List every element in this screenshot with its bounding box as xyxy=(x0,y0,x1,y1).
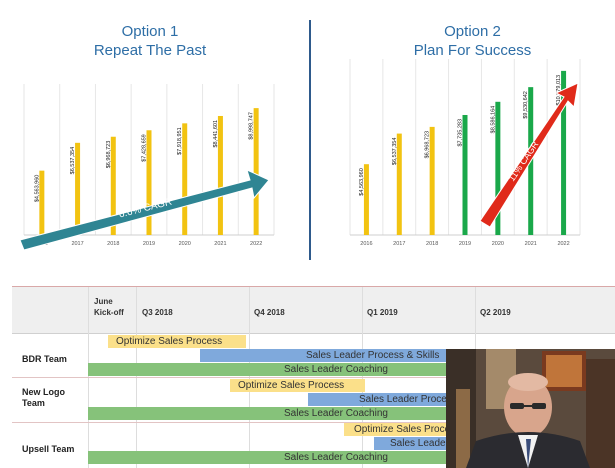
tick-label-2020: 2020 xyxy=(179,241,191,247)
team-label-new-logo: New Logo Team xyxy=(22,387,65,408)
option2-chart: $4,563,960 2016 $6,537,354 2017 $6,968,723 20… xyxy=(349,59,581,247)
bar-2016 xyxy=(363,164,369,235)
value-label-2016: $4,563,960 xyxy=(34,175,40,203)
header-q1-2019: Q1 2019 xyxy=(367,308,398,317)
task-optimize-sales-process: Optimize Sales Process xyxy=(344,423,474,436)
header-q3-2018: Q3 2018 xyxy=(142,308,173,317)
tick-label-2021: 2021 xyxy=(525,241,537,247)
value-label-2020: $8,586,164 xyxy=(490,106,496,134)
option1-title-line2: Repeat The Past xyxy=(93,42,207,59)
bar-2020 xyxy=(182,123,188,235)
cagr-label: 11% CAGR xyxy=(507,139,541,183)
bar-2019 xyxy=(146,130,152,235)
roadmap-header xyxy=(12,287,615,334)
bar-2019 xyxy=(462,114,468,235)
value-label-2022: $10,579,013 xyxy=(556,75,562,106)
bar-2017 xyxy=(75,142,81,235)
value-label-2020: $7,918,951 xyxy=(177,127,183,155)
section-divider xyxy=(309,20,311,260)
tick-label-2016: 2016 xyxy=(360,241,372,247)
task-optimize-sales-process: Optimize Sales Process xyxy=(230,379,365,392)
option2-title-line1: Option 2 xyxy=(444,23,501,40)
team-label-bdr: BDR Team xyxy=(22,354,67,364)
task-optimize-sales-process: Optimize Sales Process xyxy=(108,335,246,348)
tick-label-2017: 2017 xyxy=(71,241,83,247)
growth-arrow xyxy=(19,169,270,251)
tick-label-2018: 2018 xyxy=(426,241,438,247)
row-divider xyxy=(12,422,615,423)
bar-2016 xyxy=(39,170,45,235)
tick-label-2018: 2018 xyxy=(107,241,119,247)
tick-label-2021: 2021 xyxy=(214,241,226,247)
row-divider xyxy=(12,377,615,378)
bar-2018 xyxy=(429,126,435,235)
option1-title-line1: Option 1 xyxy=(121,23,179,40)
tick-label-2019: 2019 xyxy=(459,241,471,247)
value-label-2018: $6,968,723 xyxy=(106,141,112,169)
bar-2021 xyxy=(217,115,223,235)
header-q4-2018: Q4 2018 xyxy=(254,308,285,317)
bar-2020 xyxy=(495,101,501,235)
value-label-2021: $8,441,601 xyxy=(213,120,219,148)
option1-chart: $4,563,9602016$6,537,3542017$6,968,72320… xyxy=(19,84,275,251)
presenter-webcam xyxy=(446,349,615,468)
tick-label-2022: 2022 xyxy=(250,241,262,247)
value-label-2021: $9,530,642 xyxy=(523,91,529,119)
option1-title: Option 1 Repeat The Past xyxy=(40,22,260,60)
option2-title: Option 2 Plan For Success xyxy=(360,22,585,60)
bar-2017 xyxy=(396,133,402,235)
header-june-kickoff: June Kick-off xyxy=(94,297,124,317)
value-label-2019: $7,735,283 xyxy=(458,119,464,147)
value-label-2022: $8,998,747 xyxy=(249,112,255,140)
bar-2022 xyxy=(561,70,567,236)
option2-title-line2: Plan For Success xyxy=(413,42,532,59)
presenter-image xyxy=(446,349,615,468)
value-label-2019: $7,428,659 xyxy=(142,134,148,162)
bar-2018 xyxy=(110,136,116,235)
bar-2022 xyxy=(253,108,259,235)
value-label-2016: $4,563,960 xyxy=(359,168,365,196)
value-label-2017: $6,537,354 xyxy=(392,138,398,166)
value-label-2017: $6,537,354 xyxy=(70,147,76,175)
tick-label-2022: 2022 xyxy=(557,241,569,247)
tick-label-2017: 2017 xyxy=(393,241,405,247)
header-q2-2019: Q2 2019 xyxy=(480,308,511,317)
tick-label-2019: 2019 xyxy=(143,241,155,247)
growth-arrow xyxy=(479,82,579,228)
tick-label-2020: 2020 xyxy=(492,241,504,247)
value-label-2018: $6,968,723 xyxy=(425,131,431,159)
team-label-upsell: Upsell Team xyxy=(22,444,75,454)
